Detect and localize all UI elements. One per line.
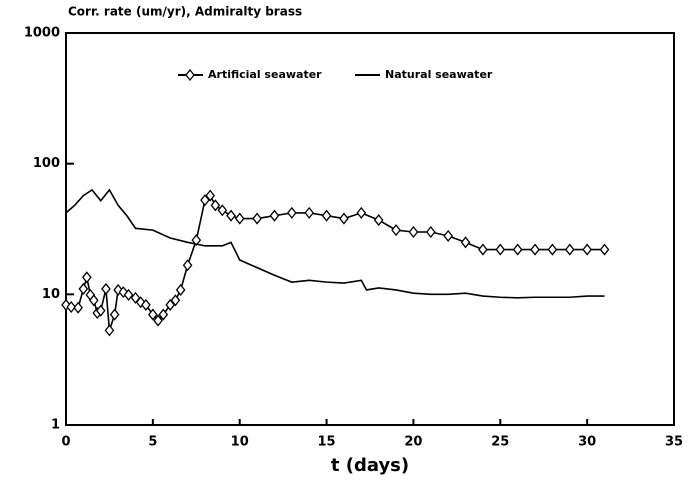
data-point — [141, 298, 151, 311]
data-point — [547, 243, 558, 256]
data-point — [443, 229, 454, 242]
x-tick-label: 15 — [318, 435, 336, 450]
data-point — [123, 288, 134, 301]
data-point — [478, 243, 488, 256]
data-point — [252, 212, 262, 225]
data-point — [460, 236, 471, 249]
y-tick-label: 100 — [33, 156, 60, 171]
data-point — [205, 189, 216, 202]
x-tick-label: 25 — [491, 435, 509, 450]
y-tick-label: 1000 — [24, 26, 60, 41]
data-point — [191, 234, 202, 247]
data-point — [217, 204, 228, 217]
data-point — [118, 286, 129, 299]
data-point — [234, 212, 245, 225]
x-tick-label: 30 — [578, 435, 596, 450]
series-line — [65, 194, 605, 331]
data-point — [321, 209, 332, 222]
x-tick-label: 5 — [148, 435, 157, 450]
data-point — [95, 304, 106, 317]
data-point — [73, 301, 83, 314]
data-point — [66, 300, 77, 314]
data-point — [200, 194, 210, 207]
x-axis-label: t (days) — [331, 455, 409, 476]
data-point — [425, 225, 436, 239]
data-point — [356, 206, 367, 219]
data-point — [148, 308, 158, 321]
x-tick-label: 20 — [404, 435, 422, 450]
data-point — [158, 308, 169, 321]
data-point — [269, 209, 280, 222]
data-point — [78, 282, 89, 295]
y-tick-label: 10 — [42, 287, 60, 302]
data-point — [88, 294, 99, 307]
data-point — [175, 283, 186, 297]
x-tick-label: 35 — [665, 435, 683, 450]
legend-marker — [185, 68, 195, 82]
legend-label: Artificial seawater — [208, 68, 322, 81]
data-point — [170, 294, 181, 307]
data-point — [408, 225, 419, 239]
data-point — [101, 282, 111, 295]
x-tick-label: 0 — [61, 435, 70, 450]
chart-title: Corr. rate (um/yr), Admiralty brass — [68, 5, 302, 19]
data-point — [104, 324, 115, 337]
data-point — [495, 243, 506, 256]
data-point — [210, 199, 221, 212]
data-point — [564, 243, 575, 256]
x-tick-label: 10 — [231, 435, 249, 450]
data-point — [286, 206, 297, 219]
data-point — [165, 298, 176, 311]
y-tick-label: 1 — [51, 418, 60, 433]
data-point — [339, 212, 349, 225]
data-point — [599, 243, 610, 256]
data-point — [373, 214, 384, 227]
data-point — [153, 314, 163, 327]
data-point — [109, 308, 120, 321]
data-point — [82, 271, 92, 284]
legend-label: Natural seawater — [385, 68, 493, 81]
series-line — [65, 188, 605, 299]
data-point — [530, 243, 540, 256]
data-point — [130, 291, 141, 304]
data-point — [226, 209, 236, 222]
data-point — [304, 206, 315, 219]
plot-frame — [65, 32, 675, 426]
data-point — [582, 243, 592, 256]
data-point — [182, 259, 193, 272]
data-point — [391, 224, 401, 237]
data-point — [512, 243, 523, 256]
